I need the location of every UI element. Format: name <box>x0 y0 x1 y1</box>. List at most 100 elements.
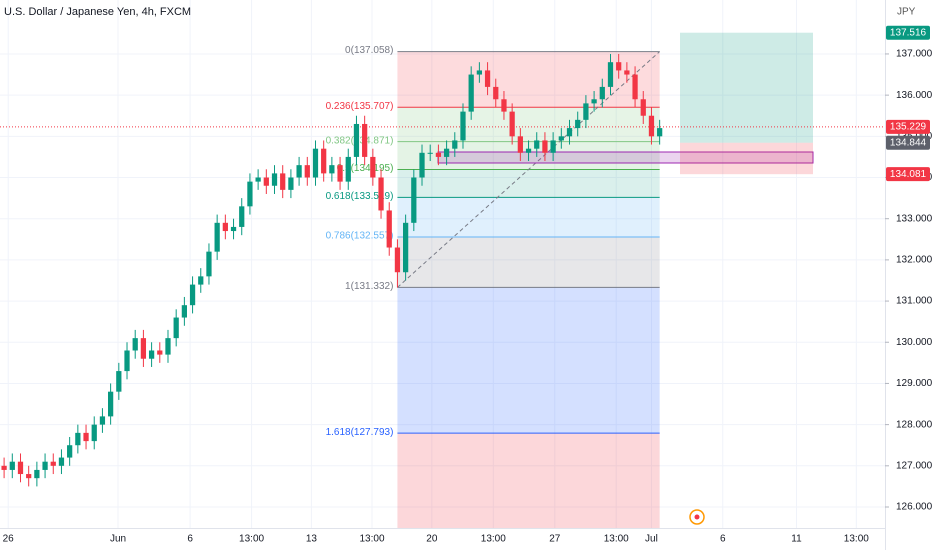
candle-body <box>419 152 425 178</box>
candle-body <box>394 247 401 273</box>
fib-trend-line <box>397 51 660 288</box>
y-tick-label: 137.000 <box>896 49 932 60</box>
candle-body <box>517 136 523 153</box>
y-tick-label: 126.000 <box>896 502 932 513</box>
fib-zone <box>397 197 660 237</box>
candle-body <box>230 226 237 232</box>
candle-body <box>67 445 73 458</box>
event-icon[interactable] <box>689 509 705 525</box>
candle-body <box>271 173 278 186</box>
fib-label: 0.618(133.519) <box>326 191 394 202</box>
candle-body <box>280 173 286 190</box>
candle-body <box>525 148 532 153</box>
candle-body <box>476 70 482 75</box>
candle-body <box>337 165 343 182</box>
candle-body <box>132 338 138 351</box>
candle-body <box>214 222 220 252</box>
fib-label: 0(137.058) <box>345 45 393 56</box>
candle-body <box>255 177 261 182</box>
candle-body <box>566 128 573 137</box>
candle-body <box>312 148 319 178</box>
candle-body <box>206 251 212 277</box>
candle-body <box>247 181 253 207</box>
x-tick-label: 13:00 <box>360 534 385 545</box>
candle-body <box>583 103 589 120</box>
candle-body <box>632 74 638 100</box>
candle-body <box>550 140 556 153</box>
target-badge <box>886 25 930 40</box>
x-tick-label: 13:00 <box>239 534 264 545</box>
candle-body <box>411 177 417 223</box>
x-tick-label: 11 <box>791 534 802 545</box>
candle-body <box>435 152 442 157</box>
fib-label: 0.236(135.707) <box>326 101 394 112</box>
y-tick-label: 127.000 <box>896 460 932 471</box>
candle-body <box>599 86 605 100</box>
y-tick-label: 128.000 <box>896 419 932 430</box>
candle-body <box>501 99 507 112</box>
candle-body <box>263 177 269 186</box>
candle-body <box>296 165 302 178</box>
candle-body <box>558 136 564 141</box>
fib-zone <box>397 169 660 198</box>
chart-title: U.S. Dollar / Japanese Yen, 4h, FXCM <box>4 6 191 18</box>
candle-body <box>362 123 368 157</box>
candle-body <box>304 165 310 178</box>
candle-body <box>321 148 327 174</box>
candle-body <box>370 156 376 178</box>
fib-label: 1(131.332) <box>345 281 393 292</box>
candle-body <box>443 148 450 157</box>
candle-body <box>288 177 294 190</box>
candle-body <box>427 152 433 154</box>
x-tick-label: 13:00 <box>604 534 629 545</box>
event-icon-dot <box>694 514 700 520</box>
fib-zone <box>397 51 660 108</box>
fib-label: 1.618(127.793) <box>326 427 394 438</box>
axes: 126.000 127.000 128.000 129.000 130.000 131.0… <box>3 25 932 545</box>
candle-body <box>50 461 56 466</box>
fib-zone <box>397 433 660 528</box>
candle-body <box>386 210 392 248</box>
candle-body <box>26 474 32 479</box>
unit-label: JPY <box>897 7 916 18</box>
y-tick-label: 133.000 <box>896 213 932 224</box>
x-tick-label: 20 <box>426 534 438 545</box>
candle-body <box>1 465 7 470</box>
candle-body <box>83 432 89 442</box>
x-tick-label: 13:00 <box>481 534 506 545</box>
x-tick-label: 27 <box>549 534 561 545</box>
candle-body <box>108 391 114 417</box>
candle-body <box>403 222 409 273</box>
candle-body <box>140 338 147 359</box>
candle-body <box>468 74 474 112</box>
candle-body <box>452 140 458 149</box>
candle-body <box>460 111 466 141</box>
x-tick-label: 6 <box>720 534 726 545</box>
candle-body <box>17 461 24 475</box>
x-tick-label: 6 <box>187 534 193 545</box>
x-tick-label: 13 <box>306 534 318 545</box>
candle-body <box>222 222 228 232</box>
candle-body <box>181 305 187 318</box>
candle-body <box>9 461 15 470</box>
candle-body <box>34 469 40 479</box>
entry-badge <box>886 135 930 150</box>
candle-body <box>493 86 499 100</box>
candle-body <box>75 432 81 446</box>
candle-body <box>624 70 630 75</box>
position-target-zone <box>680 32 813 143</box>
candle-body <box>116 371 122 392</box>
y-tick-label: 130.000 <box>896 337 932 348</box>
fib-label: 0.5(134.195) <box>337 163 394 174</box>
candle-body <box>99 416 106 425</box>
candle-body <box>509 111 515 137</box>
candle-body <box>534 140 540 149</box>
y-tick-label: 131.000 <box>896 296 932 307</box>
candle-body <box>42 461 48 470</box>
candle-body <box>607 62 614 87</box>
entry-badge-label: 134.844 <box>890 137 927 148</box>
candle-body <box>542 140 548 153</box>
y-tick-label: 129.000 <box>896 378 932 389</box>
candle-body <box>165 338 171 355</box>
